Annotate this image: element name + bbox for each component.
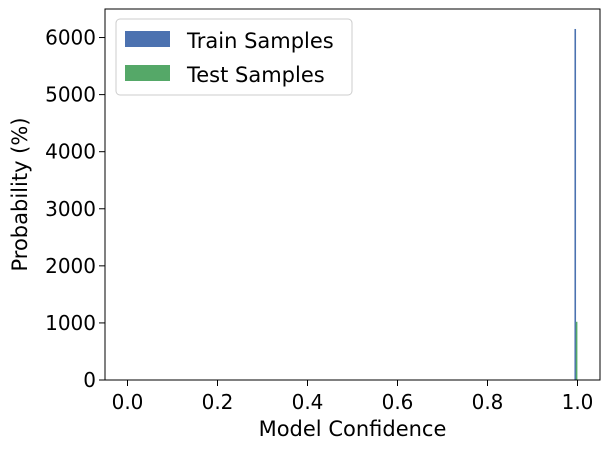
x-axis-ticks: 0.0 0.2 0.4 0.6 0.8 1.0 xyxy=(112,380,594,414)
legend-label-test: Test Samples xyxy=(186,63,325,87)
legend-box xyxy=(115,18,353,96)
y-tick-label: 0 xyxy=(83,368,96,392)
y-axis-ticks: 0 1000 2000 3000 4000 5000 6000 xyxy=(45,26,105,392)
bar-train-0 xyxy=(574,28,577,380)
x-axis-label: Model Confidence xyxy=(259,417,447,441)
plot-frame xyxy=(104,8,601,381)
y-tick-label: 3000 xyxy=(45,197,96,221)
y-tick-label: 2000 xyxy=(45,254,96,278)
legend: Train Samples Test Samples xyxy=(115,18,353,96)
x-tick-label: 0.4 xyxy=(292,390,324,414)
y-tick-label: 6000 xyxy=(45,26,96,50)
legend-swatch-test xyxy=(125,65,170,81)
x-tick-label: 0.2 xyxy=(202,390,234,414)
x-tick-label: 0.8 xyxy=(472,390,504,414)
legend-label-train: Train Samples xyxy=(186,29,334,53)
y-tick-label: 1000 xyxy=(45,311,96,335)
x-tick-label: 0.0 xyxy=(112,390,144,414)
legend-swatch-train xyxy=(125,31,170,47)
y-tick-label: 4000 xyxy=(45,140,96,164)
x-tick-label: 0.6 xyxy=(382,390,414,414)
bars-group xyxy=(574,28,578,380)
y-tick-label: 5000 xyxy=(45,83,96,107)
x-tick-label: 1.0 xyxy=(562,390,594,414)
bar-test-0 xyxy=(575,321,578,380)
y-axis-label: Probability (%) xyxy=(8,117,32,271)
